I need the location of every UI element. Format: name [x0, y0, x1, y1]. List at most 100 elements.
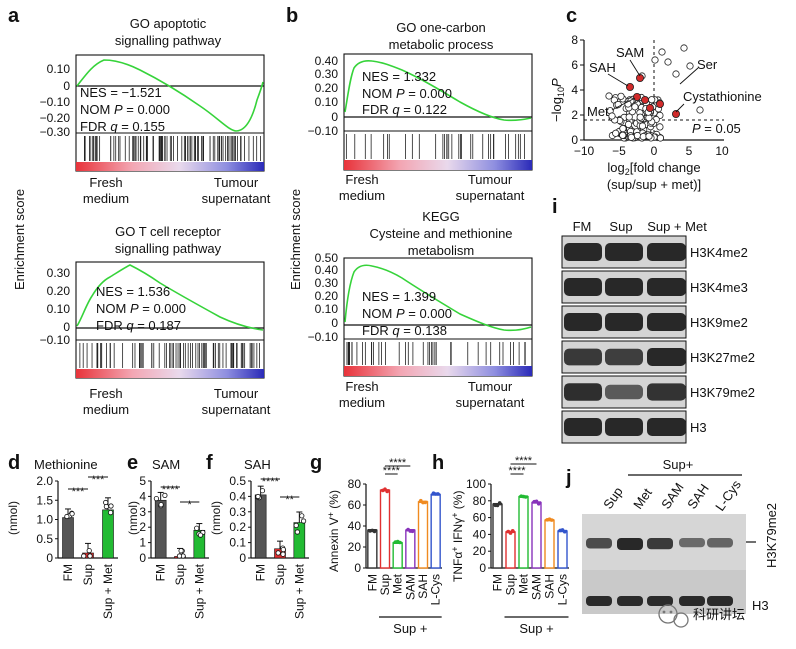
x-category-label: Sup [378, 574, 392, 596]
gsea-title-line: signalling pathway [115, 33, 222, 48]
fresh-medium-label: medium [83, 191, 129, 206]
y-tick: 0 [571, 133, 578, 147]
western-blot-j: Sup+ Sup Met SAM SAH L-Cys H3K79me2 H3 [582, 457, 779, 614]
bar-title: SAH [244, 457, 271, 472]
gsea-hit-ticks [345, 134, 525, 159]
blot-band [605, 384, 643, 400]
blot-j-lane-label: SAM [658, 480, 686, 512]
y-tick: 0.30 [315, 276, 339, 290]
panel-label-c: c [566, 5, 577, 27]
sig-stars: *** [92, 474, 106, 486]
volcano-point [656, 134, 665, 142]
fresh-medium-label: medium [83, 402, 129, 417]
y-tick: 6 [571, 58, 578, 72]
y-tick: 4 [571, 83, 578, 97]
volcano-point [627, 133, 636, 141]
bar-point [153, 495, 159, 502]
blot-band [647, 243, 686, 261]
blot-row-label: H3K9me2 [690, 315, 748, 330]
bar-point [398, 540, 402, 545]
volcano-point [636, 113, 644, 121]
blot-band [647, 348, 686, 366]
western-blot-i: FM Sup Sup + Met H3K4me2H3K4me3H3K9me2H3… [561, 219, 755, 444]
bar-point [300, 518, 307, 524]
x-category-label: FM [154, 564, 168, 581]
y-tick: 0.10 [315, 95, 339, 109]
fresh-medium-label: medium [339, 395, 385, 410]
bar-point [523, 495, 528, 499]
fdr-q-stat: FDR q = 0.138 [362, 323, 447, 338]
label-sah: SAH [589, 60, 616, 75]
blot-band [564, 383, 602, 401]
sig-stars: **** [162, 484, 180, 496]
bar-ylabel: Annexin V+ (%) [326, 490, 341, 572]
bar-point [383, 487, 387, 492]
y-tick: 20 [473, 544, 487, 558]
volcano-point-highlight [646, 104, 655, 113]
volcano-point [624, 120, 633, 129]
bar-point [299, 513, 305, 519]
gsea-title-line: GO one-carbon [396, 20, 486, 35]
panel-label-d: d [8, 452, 20, 474]
bar-chart-sah: SAH (nmol) 00.1 0.20.3 0.40.5 FM Sup Sup + Me… [209, 457, 309, 619]
blot-band [564, 418, 602, 436]
x-category-label: L-Cys [429, 574, 443, 605]
nom-p-stat: NOM P = 0.000 [80, 102, 170, 117]
y-tick: −0.10 [40, 95, 71, 109]
bar-point [562, 529, 567, 534]
bar [254, 494, 267, 559]
gsea-es-curve [344, 264, 532, 332]
bar-point [508, 531, 513, 535]
volcano-point [608, 112, 616, 120]
bar-point [108, 509, 114, 516]
bar [392, 542, 403, 569]
bar-point [510, 529, 515, 533]
y-tick: 0.5 [229, 474, 246, 488]
bar-point [423, 500, 428, 505]
x-tick: −5 [612, 144, 626, 158]
volcano-x-label-line1: log2[fold change [607, 160, 700, 177]
y-tick: 40 [473, 527, 487, 541]
volcano-point [686, 62, 694, 70]
bar-point [495, 503, 500, 508]
y-tick: 0 [239, 551, 246, 565]
gsea-plot-one-carbon: GO one-carbon metabolic process 0.40 0.3… [308, 20, 533, 203]
blot-j-band-h3 [707, 596, 733, 606]
x-category-label: L-Cys [556, 574, 570, 605]
y-tick: 2.0 [36, 474, 53, 488]
tumour-label: Tumour [468, 379, 513, 394]
bar-point [410, 529, 415, 534]
y-tick: 0 [63, 79, 70, 93]
panel-label-i: i [552, 196, 558, 218]
bar-chart-methionine: Methionine (nmol) 0 0.5 1.0 1.5 2.0 FM Sup Sup … [6, 457, 118, 619]
label-ser: Ser [697, 57, 718, 72]
bar-point [436, 492, 440, 496]
volcano-y-label: −log10P [549, 78, 566, 122]
nom-p-stat: NOM P = 0.000 [362, 86, 452, 101]
blot-band [564, 243, 602, 261]
volcano-point-highlight [633, 93, 642, 102]
bar [518, 495, 529, 569]
volcano-point [619, 125, 627, 133]
label-cystathionine: Cystathionine [683, 89, 762, 104]
bar [379, 489, 391, 569]
tumour-label: supernatant [202, 191, 271, 206]
y-tick: 0.40 [315, 263, 339, 277]
bar-ylabel: TNFα+ IFNγ+ (%) [450, 491, 465, 582]
sig-stars: *** [72, 486, 86, 498]
volcano-y-ticks: 0 2 4 6 8 [571, 33, 584, 147]
x-category-label: Sup + Met [101, 563, 115, 619]
tumour-label: supernatant [456, 395, 525, 410]
x-category-label: FM [61, 564, 75, 581]
blot-j-band-h3 [679, 596, 705, 606]
x-category-label: Met [391, 573, 405, 594]
tumour-label: Tumour [468, 172, 513, 187]
bar-title: Methionine [34, 457, 98, 472]
blot-row-label: H3K4me2 [690, 245, 748, 260]
gsea-title-line: KEGG [422, 209, 460, 224]
gsea-plot-apoptotic: GO apoptotic signalling pathway 0.10 0 −… [40, 16, 271, 206]
blot-row-label: H3 [690, 420, 707, 435]
blot-band [564, 313, 602, 331]
volcano-threshold-label: P = 0.05 [692, 121, 741, 136]
y-tick: 0.10 [315, 302, 339, 316]
